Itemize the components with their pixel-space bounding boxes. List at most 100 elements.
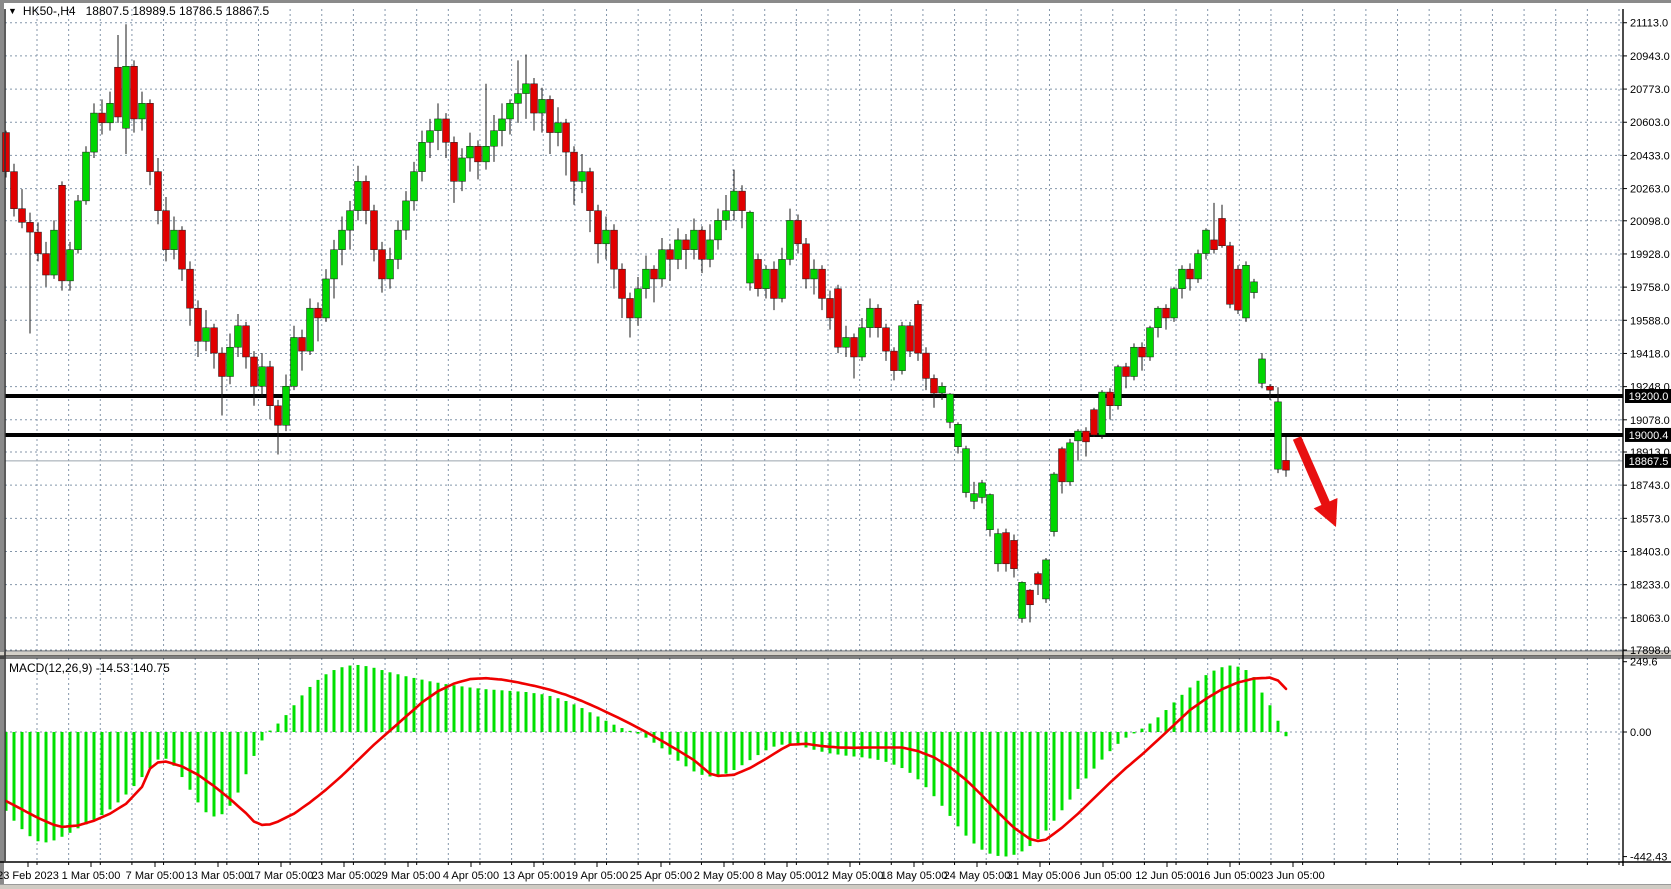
- candle-body: [698, 229, 706, 260]
- candle-body: [914, 304, 922, 354]
- macd-bar: [1060, 732, 1064, 811]
- candle-body: [1170, 288, 1178, 319]
- macd-bar: [796, 732, 800, 746]
- macd-bar: [340, 667, 344, 732]
- candle-body: [274, 405, 282, 426]
- time-tick-label: 2 May 05:00: [694, 870, 755, 882]
- candle-body: [770, 268, 778, 299]
- macd-bar: [420, 679, 424, 732]
- macd-bar: [836, 732, 840, 755]
- down-arrow-annotation[interactable]: [1292, 436, 1338, 527]
- candle-body: [10, 171, 18, 209]
- candle-body: [466, 145, 474, 159]
- macd-histogram: [4, 664, 1288, 857]
- panel-splitter[interactable]: [0, 652, 1671, 656]
- time-axis[interactable]: 23 Feb 2023 1 Mar 05:00 7 Mar 05:00 13 Mar …: [0, 862, 1620, 882]
- macd-bar: [564, 701, 568, 732]
- macd-bar: [468, 687, 472, 732]
- price-tick-label: 20263.0: [1630, 184, 1670, 196]
- candle-body: [562, 122, 570, 153]
- price-badge-label: 19000.4: [1629, 430, 1669, 442]
- candle-body: [226, 346, 234, 377]
- macd-bar: [236, 732, 240, 793]
- candle-body: [946, 393, 954, 423]
- price-axis[interactable]: 21113.0 20943.0 20773.0 20603.0 20433.0 20263…: [1623, 18, 1671, 657]
- macd-bar: [1044, 732, 1048, 831]
- candle-body: [1146, 327, 1154, 358]
- macd-bar: [996, 732, 1000, 856]
- candle-body: [402, 200, 410, 231]
- candle-body: [1010, 540, 1018, 569]
- macd-bar: [1148, 723, 1152, 732]
- candle-body: [762, 268, 770, 289]
- candlestick-series[interactable]: [2, 24, 1290, 623]
- macd-bar: [356, 664, 360, 732]
- macd-bar: [500, 690, 504, 732]
- candle-body: [442, 118, 450, 143]
- candle-body: [410, 171, 418, 202]
- macd-bar: [1116, 732, 1120, 744]
- macd-bar: [980, 732, 984, 850]
- candle-body: [1258, 358, 1266, 384]
- candle-body: [746, 211, 754, 284]
- candle-body: [90, 112, 98, 153]
- macd-bar: [388, 672, 392, 732]
- candle-body: [1026, 589, 1034, 606]
- chart-title-row: ▼ HK50-,H4 18807.5 18989.5 18786.5 18867.5: [8, 4, 269, 19]
- price-tick-label: 20433.0: [1630, 150, 1670, 162]
- candle-body: [866, 307, 874, 328]
- macd-bar: [1132, 732, 1136, 734]
- candle-body: [810, 268, 818, 280]
- macd-bar: [28, 732, 32, 837]
- candle-body: [650, 268, 658, 280]
- macd-indicator-label: MACD(12,26,9) -14.53 140.75: [9, 661, 170, 675]
- panel-borders: [0, 9, 1671, 866]
- time-tick-label: 23 Mar 05:00: [312, 870, 377, 882]
- candle-body: [874, 307, 882, 328]
- macd-bar: [1268, 705, 1272, 732]
- macd-bar: [348, 665, 352, 732]
- candle-body: [330, 249, 338, 280]
- macd-bar: [412, 677, 416, 732]
- candle-body: [802, 243, 810, 280]
- macd-bar: [116, 732, 120, 803]
- macd-axis[interactable]: 249.6 0.00 -442.43: [1623, 657, 1667, 864]
- candle-body: [858, 327, 866, 358]
- time-tick-label: 19 Apr 05:00: [566, 870, 628, 882]
- candle-body: [122, 65, 130, 129]
- macd-bar: [748, 732, 752, 761]
- candle-body: [938, 385, 946, 394]
- macd-bar: [628, 730, 632, 732]
- macd-bar: [1236, 666, 1240, 732]
- candle-body: [202, 327, 210, 342]
- macd-bar: [772, 732, 776, 747]
- candle-body: [162, 210, 170, 250]
- candle-body: [826, 298, 834, 319]
- macd-bar: [852, 732, 856, 757]
- candle-body: [34, 231, 42, 254]
- symbol-dropdown-icon[interactable]: ▼: [8, 6, 17, 16]
- candle-body: [1098, 391, 1106, 436]
- candle-body: [890, 350, 898, 371]
- macd-bar: [732, 732, 736, 771]
- candle-body: [186, 268, 194, 309]
- candle-body: [722, 210, 730, 221]
- candle-body: [1122, 366, 1130, 377]
- candle-body: [378, 249, 386, 280]
- macd-bar: [1260, 692, 1264, 732]
- macd-bar: [1156, 717, 1160, 732]
- candle-body: [898, 325, 906, 371]
- macd-bar: [1052, 732, 1056, 821]
- level-lines[interactable]: [5, 394, 1623, 462]
- macd-bar: [1108, 732, 1112, 752]
- candle-body: [586, 171, 594, 211]
- macd-bar: [532, 693, 536, 732]
- price-tick-label: 18403.0: [1630, 547, 1670, 559]
- macd-bar: [100, 732, 104, 816]
- macd-bar: [908, 732, 912, 773]
- candle-body: [1074, 430, 1082, 442]
- macd-bar: [316, 679, 320, 732]
- candle-body: [954, 424, 962, 447]
- macd-bar: [692, 732, 696, 772]
